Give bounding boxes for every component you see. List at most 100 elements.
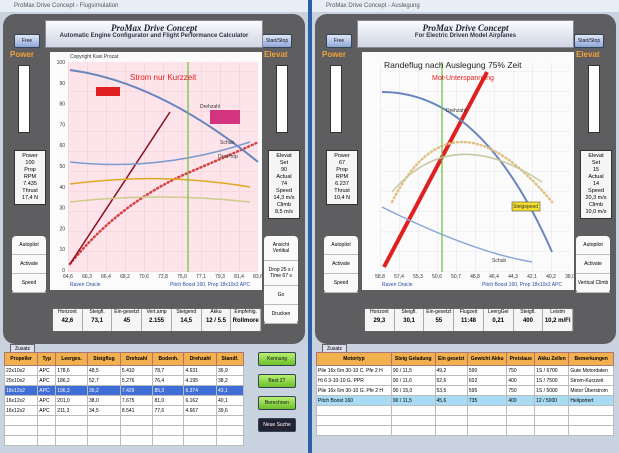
stat-value: 29,3: [365, 318, 394, 324]
table-cell: Motor Überstrom: [569, 386, 614, 396]
x-tick-label: 46,4: [489, 274, 499, 280]
stat-cell: LeergGel0,21: [484, 309, 514, 331]
curve-label: Drz.Prop: [218, 154, 238, 160]
stat-cell: Horizont 29,3: [365, 309, 395, 331]
table-cell: 90 / 11,5: [391, 396, 435, 406]
empty-cell: [5, 416, 38, 426]
empty-cell: [184, 416, 217, 426]
y-tick-label: 50: [59, 164, 65, 170]
readout-line: Thrust: [327, 188, 357, 195]
header-row: MotortypSteig GeladungEin gesetztGewicht…: [317, 353, 614, 366]
curve-label: Drehzahl: [200, 104, 220, 110]
column-header: Motortyp: [317, 353, 392, 366]
empty-cell: [56, 416, 88, 426]
panel-button[interactable]: Vertical Climb: [576, 274, 610, 293]
free-button[interactable]: Free: [14, 34, 40, 48]
panel-button[interactable]: Activate: [324, 255, 358, 274]
table-cell: 16x12x2: [5, 396, 38, 406]
empty-cell: [535, 426, 569, 436]
free-button[interactable]: Free: [326, 34, 352, 48]
stat-cell: Ein-gesetzt55: [424, 309, 454, 331]
column-header: Bodenh.: [153, 353, 184, 366]
readout-line: 17,4 N: [15, 195, 45, 202]
table-cell: 735: [467, 396, 506, 406]
readout-line: 8,5 m/s: [269, 209, 299, 216]
panel-button[interactable]: Autopilot: [12, 236, 46, 255]
power-label: Power: [10, 50, 34, 59]
empty-cell: [569, 426, 614, 436]
empty-cell: [569, 406, 614, 416]
panel-button[interactable]: Autopilot: [324, 236, 358, 255]
stat-header: Horizont: [365, 309, 394, 315]
table-cell: 85,3: [153, 386, 184, 396]
panel-button[interactable]: Activate: [12, 255, 46, 274]
panel-button[interactable]: Autopilot: [576, 236, 610, 255]
panel-button[interactable]: Drucken: [264, 305, 298, 324]
empty-cell: [435, 406, 467, 416]
x-tick-label: 66,3: [82, 274, 92, 280]
power-slider[interactable]: [330, 65, 342, 133]
x-tick-label: 50,6: [432, 274, 442, 280]
curve-label: Steigspeed: [513, 204, 538, 210]
panel-button[interactable]: Go: [264, 286, 298, 305]
panel-button[interactable]: Activate: [576, 255, 610, 274]
start-button[interactable]: Start/Stop: [574, 34, 604, 48]
table-cell: 90 / 15,0: [391, 386, 435, 396]
x-tick-label: 77,1: [196, 274, 206, 280]
table-cell: 5.276: [120, 376, 153, 386]
table-cell: 53,5: [435, 386, 467, 396]
power-slider[interactable]: [18, 65, 30, 133]
annotation: Mot-Unterspannung: [432, 75, 494, 82]
side-button[interactable]: Kennung: [258, 352, 296, 366]
table-cell: 211,3: [56, 406, 88, 416]
panel-button[interactable]: Drop 25 s / Time 67 s: [264, 261, 298, 286]
side-button[interactable]: Berechnen: [258, 396, 296, 410]
y-tick-label: 10: [59, 247, 65, 253]
empty-cell: [5, 426, 38, 436]
table-cell: 81,0: [153, 396, 184, 406]
annotation: Randeflug nach Auslegung 75% Zeit: [384, 60, 522, 70]
table-cell: 45,6: [435, 396, 467, 406]
stat-header: Steigfl.: [395, 309, 424, 315]
power-readout: Power100PropRPM7.435Thrust17,4 N: [14, 150, 46, 205]
panel-button[interactable]: Speed: [12, 274, 46, 293]
stat-value: 45: [112, 318, 141, 324]
panel-button[interactable]: Speed: [324, 274, 358, 293]
chart-footer: Pitch Boost 160, Prop 18x10x2 APC: [170, 282, 250, 288]
table-cell: 178,6: [56, 366, 88, 376]
table-cell: 750: [507, 366, 535, 376]
stat-value: 2.155: [142, 318, 171, 324]
table-cell: 186,2: [56, 376, 88, 386]
column-header: Steig Geladung: [391, 353, 435, 366]
stat-cell: Steigend14,5: [172, 309, 202, 331]
table-cell: 602: [467, 376, 506, 386]
table-cell: 48,5: [88, 366, 121, 376]
x-tick-label: 38,0: [565, 274, 574, 280]
empty-cell: [56, 426, 88, 436]
elevat-slider[interactable]: [588, 65, 600, 133]
table-cell: Pile 16x 6m 30-10 G. Pfe 2 H: [317, 386, 392, 396]
stat-cell: Steigfl.400: [514, 309, 544, 331]
side-button[interactable]: Best 2T: [258, 374, 296, 388]
elevat-slider[interactable]: [276, 65, 288, 133]
side-button[interactable]: Neue Suche: [258, 418, 296, 432]
table-cell: 20x10x2: [5, 376, 38, 386]
right-window: ProMax Drive Concept - Auslegung Free St…: [312, 0, 619, 453]
stat-cell: Ein-gesetzt45: [112, 309, 142, 331]
table-cell: 40,1: [217, 396, 244, 406]
start-button[interactable]: Start/Stop: [262, 34, 292, 48]
panel-button[interactable]: Ansicht Vertikal: [264, 236, 298, 261]
column-header: Propeller: [5, 353, 38, 366]
empty-cell: [56, 436, 88, 446]
table-cell: APC: [38, 406, 56, 416]
